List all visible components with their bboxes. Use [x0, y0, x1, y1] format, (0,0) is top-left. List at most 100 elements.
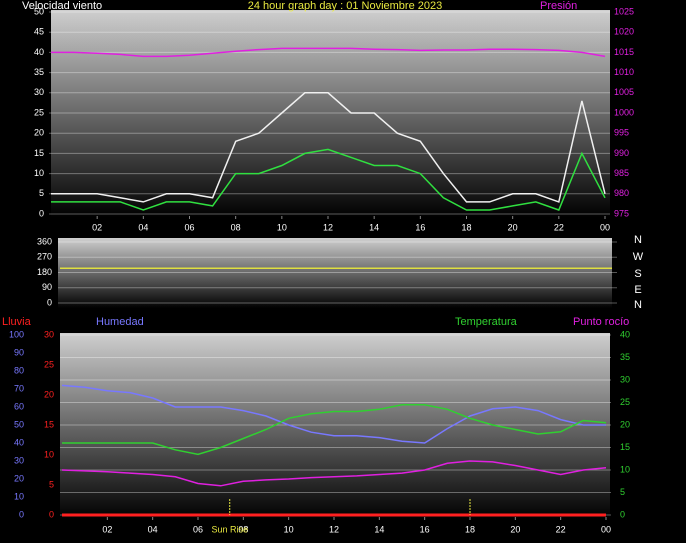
y2-tick-label: 980 — [614, 188, 629, 198]
x-tick-label: 22 — [556, 524, 566, 534]
x-tick-label: 12 — [329, 524, 339, 534]
y2-tick-label: 1025 — [614, 6, 634, 16]
y2-tick-label: 10 — [620, 464, 630, 474]
y2-tick-label: 990 — [614, 148, 629, 158]
x-tick-label: 18 — [461, 222, 471, 232]
x-tick-label: 20 — [508, 222, 518, 232]
y2-tick-label: 20 — [620, 419, 630, 429]
compass-label: S — [634, 268, 641, 280]
y3-tick-label: 0 — [19, 509, 24, 519]
y-tick-label: 360 — [37, 236, 52, 246]
annotation: Sun Rise — [211, 524, 248, 534]
y3-tick-label: 20 — [14, 473, 24, 483]
x-tick-label: 08 — [238, 524, 248, 534]
y2-tick-label: 985 — [614, 168, 629, 178]
x-tick-label: 06 — [193, 524, 203, 534]
series-name: Lluvia — [2, 316, 32, 328]
series-name: Temperatura — [455, 316, 518, 328]
series-name: Punto rocío — [573, 316, 629, 328]
y-tick-label: 0 — [49, 509, 54, 519]
y2-tick-label: 25 — [620, 397, 630, 407]
plot-bg — [51, 10, 610, 218]
y-tick-label: 25 — [34, 107, 44, 117]
x-tick-label: 14 — [374, 524, 384, 534]
y2-tick-label: 1000 — [614, 107, 634, 117]
series-name: Humedad — [96, 316, 144, 328]
x-tick-label: 20 — [510, 524, 520, 534]
y2-tick-label: 30 — [620, 374, 630, 384]
series-line — [61, 384, 606, 444]
y3-tick-label: 100 — [9, 329, 24, 339]
x-tick-label: 00 — [601, 524, 611, 534]
y-axis-label: Velocidad viento — [22, 0, 102, 12]
x-tick-label: 06 — [184, 222, 194, 232]
y3-tick-label: 80 — [14, 365, 24, 375]
chart-title: 24 hour graph day : 01 Noviembre 2023 — [248, 0, 442, 12]
y-tick-label: 35 — [34, 67, 44, 77]
x-tick-label: 12 — [323, 222, 333, 232]
x-tick-label: 18 — [465, 524, 475, 534]
y2-tick-label: 15 — [620, 442, 630, 452]
y2-tick-label: 40 — [620, 329, 630, 339]
y2-tick-label: 0 — [620, 509, 625, 519]
plot-bg — [60, 333, 610, 519]
y2-tick-label: 975 — [614, 208, 629, 218]
x-tick-label: 04 — [148, 524, 158, 534]
y-tick-label: 45 — [34, 27, 44, 37]
y-tick-label: 90 — [42, 282, 52, 292]
y2-tick-label: 1020 — [614, 27, 634, 37]
y-tick-label: 20 — [34, 128, 44, 138]
y3-tick-label: 50 — [14, 419, 24, 429]
x-tick-label: 16 — [420, 524, 430, 534]
y2-axis-label: Presión — [540, 0, 577, 12]
compass-label: N — [634, 299, 642, 311]
y3-tick-label: 30 — [14, 455, 24, 465]
y3-tick-label: 90 — [14, 347, 24, 357]
y3-tick-label: 70 — [14, 383, 24, 393]
y-tick-label: 30 — [44, 329, 54, 339]
y-tick-label: 25 — [44, 359, 54, 369]
x-tick-label: 04 — [138, 222, 148, 232]
y-tick-label: 0 — [47, 297, 52, 307]
y2-tick-label: 1015 — [614, 47, 634, 57]
y-tick-label: 40 — [34, 47, 44, 57]
y-tick-label: 5 — [49, 479, 54, 489]
x-tick-label: 14 — [369, 222, 379, 232]
compass-label: W — [633, 251, 644, 263]
x-tick-label: 16 — [415, 222, 425, 232]
y2-tick-label: 995 — [614, 128, 629, 138]
y3-tick-label: 10 — [14, 491, 24, 501]
y-tick-label: 50 — [34, 6, 44, 16]
x-tick-label: 08 — [231, 222, 241, 232]
y-tick-label: 15 — [34, 148, 44, 158]
x-tick-label: 10 — [277, 222, 287, 232]
y2-tick-label: 1010 — [614, 67, 634, 77]
y-tick-label: 0 — [39, 208, 44, 218]
x-tick-label: 22 — [554, 222, 564, 232]
y-tick-label: 15 — [44, 419, 54, 429]
y-tick-label: 30 — [34, 87, 44, 97]
y-tick-label: 270 — [37, 252, 52, 262]
series-line — [51, 148, 606, 211]
x-tick-label: 02 — [92, 222, 102, 232]
y3-tick-label: 40 — [14, 437, 24, 447]
series-line — [62, 404, 607, 456]
x-tick-label: 02 — [102, 524, 112, 534]
y-tick-label: 10 — [34, 168, 44, 178]
y-tick-label: 10 — [44, 449, 54, 459]
series-line — [61, 460, 607, 487]
y2-tick-label: 5 — [620, 487, 625, 497]
y-tick-label: 180 — [37, 267, 52, 277]
series-line — [51, 47, 606, 58]
y-tick-label: 5 — [39, 188, 44, 198]
x-tick-label: 10 — [284, 524, 294, 534]
series-line — [51, 92, 606, 203]
x-tick-label: 00 — [600, 222, 610, 232]
compass-label: E — [634, 284, 641, 296]
plot-bg — [58, 238, 612, 308]
y-tick-label: 20 — [44, 389, 54, 399]
y2-tick-label: 1005 — [614, 87, 634, 97]
compass-label: N — [634, 234, 642, 246]
y3-tick-label: 60 — [14, 401, 24, 411]
